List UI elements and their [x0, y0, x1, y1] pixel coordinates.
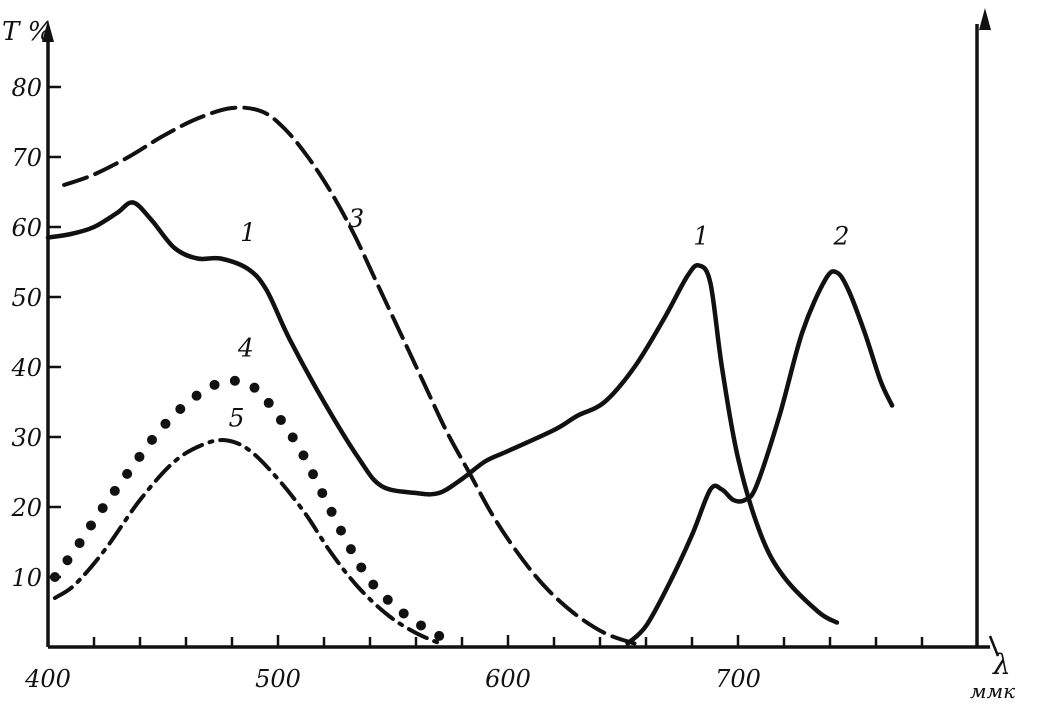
y-tick-label-70: 70: [11, 144, 42, 172]
y-tick-label-10: 10: [11, 564, 42, 592]
axes: [42, 8, 1000, 657]
y-axis-title: T %: [2, 17, 52, 47]
series-4-label-0: 4: [237, 334, 254, 363]
series-1-line: [45, 200, 840, 625]
x-tick-label-600: 600: [485, 665, 531, 693]
y-tick-label-80: 80: [11, 74, 42, 102]
series-1-label-0: 1: [240, 218, 256, 247]
series-3-label-0: 3: [348, 204, 364, 233]
series-5-line: [52, 438, 446, 647]
x-tick-label-400: 400: [24, 665, 71, 693]
x-tick-label-500: 500: [255, 665, 301, 693]
series-5-label-0: 5: [229, 404, 245, 433]
series-4-line: [49, 375, 463, 650]
y-tick-label-20: 20: [10, 494, 42, 522]
series-2-label-0: 2: [833, 222, 850, 251]
x-tick-label-700: 700: [715, 665, 761, 693]
curve-labels: 1 1 2 3 4 5: [229, 204, 850, 433]
ticks: [48, 85, 924, 647]
series-3-line: [62, 105, 637, 646]
y-tick-label-30: 30: [11, 424, 42, 452]
series-2-line: [625, 269, 895, 646]
series-1-label-1: 1: [693, 222, 709, 251]
y-tick-label-60: 60: [11, 214, 42, 242]
tick-labels: 400 500 600 700 10 20 30 40 50 60 70 80: [10, 74, 760, 693]
x-axis-symbol: λ: [992, 648, 1011, 681]
y-axis-arrow: [42, 20, 54, 42]
y-tick-label-50: 50: [11, 284, 42, 312]
series-layer: [45, 105, 895, 650]
x-axis-end-tick: [988, 635, 1000, 657]
y-tick-label-40: 40: [10, 354, 42, 382]
y-axis-right-arrow: [979, 8, 991, 30]
x-axis-unit: ммк: [970, 679, 1015, 703]
